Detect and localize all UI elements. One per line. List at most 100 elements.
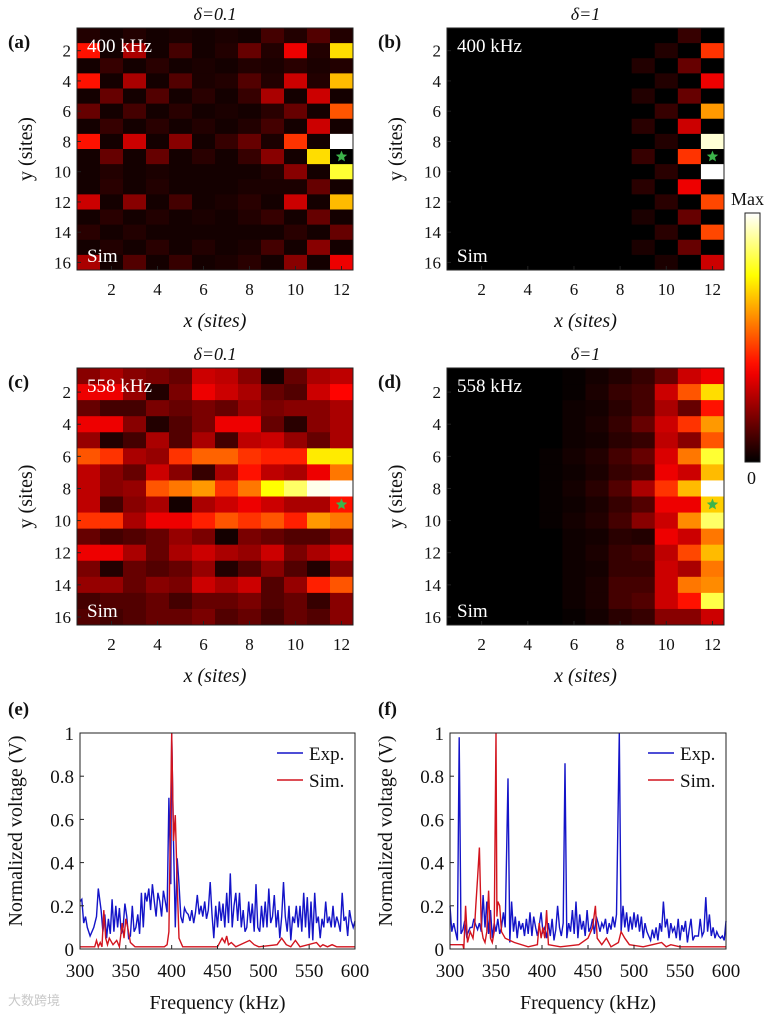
heatmap-cell (516, 88, 540, 105)
heatmap-cell (146, 239, 170, 256)
heatmap-cell (608, 576, 633, 594)
heatmap-cell (284, 416, 308, 433)
heatmap-cell (307, 480, 331, 497)
colorbar-max-label: Max (731, 189, 764, 209)
heatmap-cell (215, 224, 239, 241)
x-tick-label: 600 (712, 961, 741, 982)
heatmap-cell (562, 416, 586, 433)
heatmap-cell (539, 448, 563, 465)
heatmap-cell (470, 28, 494, 44)
heatmap-cell (608, 448, 633, 465)
sim-tag: Sim (87, 601, 118, 622)
heatmap-cell (100, 560, 124, 578)
heatmap-cell (169, 73, 193, 89)
heatmap-cell (562, 209, 586, 226)
heatmap-cell (470, 592, 494, 610)
heatmap-cell (562, 544, 586, 562)
heatmap-cell (146, 164, 170, 180)
heatmap-cell (215, 194, 239, 210)
heatmap-cell (123, 448, 147, 465)
heatmap-cell (447, 149, 471, 165)
heatmap-cell (169, 560, 193, 578)
heatmap-cell (562, 43, 586, 59)
y-tick-label: 4 (433, 72, 442, 91)
heatmap-cell (562, 73, 586, 89)
heatmap-cell (238, 464, 262, 481)
heatmap-cell (470, 528, 494, 546)
heatmap-cell (123, 400, 147, 417)
watermark: 大数跨境 (8, 994, 61, 1009)
heatmap-cell (261, 149, 285, 165)
y-tick-label: 12 (54, 544, 71, 563)
heatmap-cell (215, 254, 239, 271)
heatmap-cell (539, 384, 563, 401)
heatmap-cell (100, 43, 124, 59)
heatmap-cell (493, 528, 517, 546)
heatmap-cell (307, 103, 331, 120)
heatmap-cell (585, 149, 610, 165)
y-tick-label: 2 (433, 383, 442, 402)
heatmap-cell (631, 73, 656, 89)
heatmap-cell (330, 179, 354, 195)
heatmap-panel-a (76, 27, 354, 271)
heatmap-cell (215, 88, 239, 105)
heatmap-cell (447, 73, 471, 89)
heatmap-cell (654, 480, 679, 497)
heatmap-cell (562, 28, 586, 44)
heatmap-cell (608, 464, 633, 481)
y-tick-label: 0.4 (50, 854, 74, 875)
heatmap-cell (608, 512, 633, 530)
heatmap-cell (146, 88, 170, 105)
heatmap-cell (516, 512, 540, 530)
heatmap-cell (516, 43, 540, 59)
heatmap-cell (516, 368, 540, 385)
heatmap-cell (330, 103, 354, 120)
heatmap-cell (631, 58, 656, 74)
heatmap-cell (562, 194, 586, 210)
heatmap-cell (562, 496, 586, 514)
heatmap-cell (677, 28, 702, 44)
heatmap-cell (539, 73, 563, 89)
heatmap-cell (493, 592, 517, 610)
heatmap-cell (677, 400, 702, 417)
heatmap-cell (330, 43, 354, 59)
heatmap-cell (215, 384, 239, 401)
heatmap-cell (123, 103, 147, 120)
heatmap-cell (516, 149, 540, 165)
heatmap-cell (608, 592, 633, 610)
heatmap-cell (284, 528, 308, 546)
heatmap-cell (169, 43, 193, 59)
heatmap-cell (447, 448, 471, 465)
heatmap-cell (677, 448, 702, 465)
heatmap-cell (330, 368, 354, 385)
x-tick-label: 450 (203, 961, 232, 982)
heatmap-cell (215, 448, 239, 465)
heatmap-cell (238, 239, 262, 256)
heatmap-cell (77, 592, 101, 610)
heatmap-cell (261, 416, 285, 433)
heatmap-cell (100, 400, 124, 417)
heatmap-cell (77, 544, 101, 562)
heatmap-cell (585, 239, 610, 256)
heatmap-cell (169, 254, 193, 271)
heatmap-cell (470, 416, 494, 433)
heatmap-cell (677, 164, 702, 180)
heatmap-cell (562, 58, 586, 74)
heatmap-cell (169, 118, 193, 135)
heatmap-cell (330, 480, 354, 497)
heatmap-cell (123, 58, 147, 74)
heatmap-cell (539, 512, 563, 530)
heatmap-cell (146, 560, 170, 578)
plot-frame (446, 27, 725, 271)
heatmap-cell (284, 88, 308, 105)
heatmap-cell (585, 368, 610, 385)
heatmap-cell (447, 133, 471, 150)
y-tick-label: 1 (435, 724, 445, 745)
heatmap-cell (284, 28, 308, 44)
heatmap-cell (470, 448, 494, 465)
heatmap-cell (330, 528, 354, 546)
heatmap-cell (238, 164, 262, 180)
heatmap-cell (307, 194, 331, 210)
heatmap-cell (493, 149, 517, 165)
heatmap-cell (631, 480, 656, 497)
